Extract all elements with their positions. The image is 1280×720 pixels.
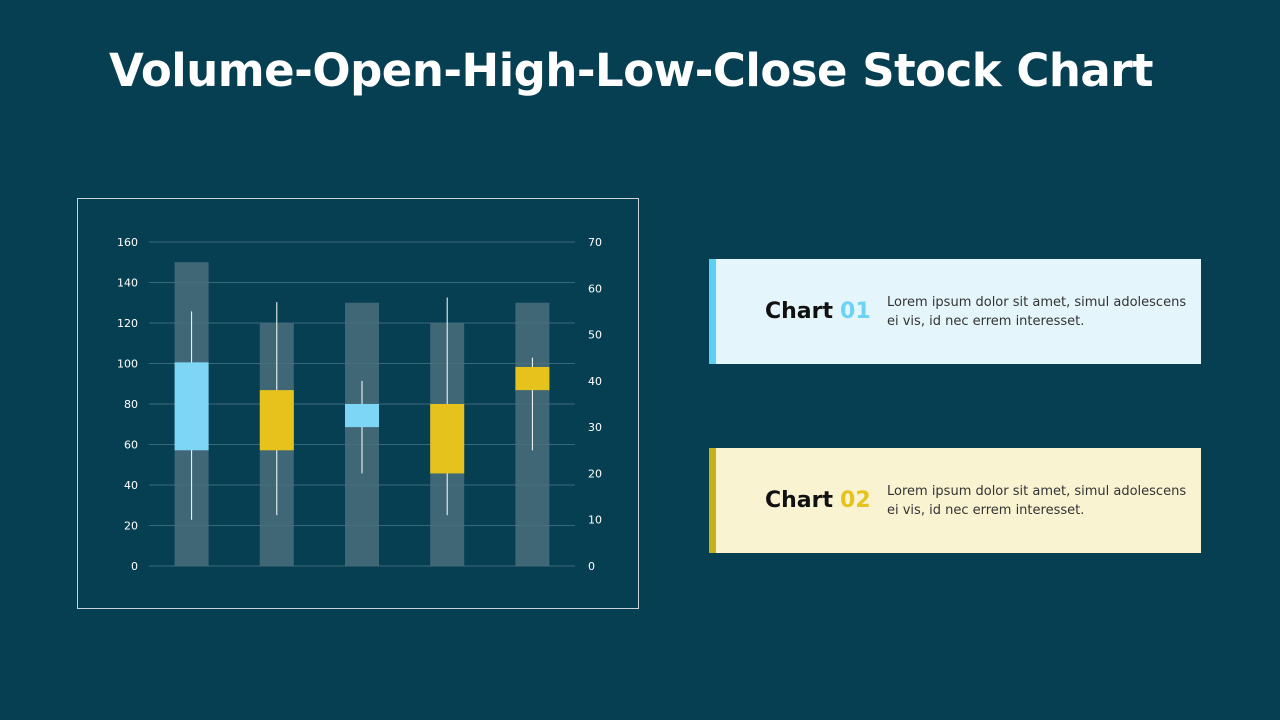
open-close-box: [174, 362, 209, 451]
y-left-tick-label: 140: [117, 277, 138, 290]
chart-01-card: Chart 01 Lorem ipsum dolor sit amet, sim…: [709, 259, 1201, 364]
y-left-tick-label: 100: [117, 358, 138, 371]
y-right-tick-label: 30: [588, 421, 602, 434]
page-title: Volume-Open-High-Low-Close Stock Chart: [109, 44, 1153, 97]
card-accent-bar: [709, 259, 716, 364]
card-heading-number: 01: [840, 299, 871, 324]
y-right-tick-label: 50: [588, 329, 602, 342]
chart-02-card: Chart 02 Lorem ipsum dolor sit amet, sim…: [709, 448, 1201, 553]
y-left-tick-label: 60: [124, 439, 138, 452]
open-close-box: [430, 404, 465, 474]
card-heading-label: Chart: [765, 488, 834, 513]
card-description: Lorem ipsum dolor sit amet, simul adoles…: [887, 483, 1187, 518]
open-close-box: [515, 366, 550, 391]
open-close-box: [259, 390, 294, 451]
y-right-tick-label: 20: [588, 467, 602, 480]
y-right-tick-label: 10: [588, 514, 602, 527]
y-right-tick-label: 40: [588, 375, 602, 388]
open-close-box: [345, 404, 379, 428]
y-left-tick-label: 40: [124, 479, 138, 492]
card-heading-label: Chart: [765, 299, 834, 324]
y-left-tick-label: 80: [124, 398, 138, 411]
card-heading: Chart 01: [765, 259, 871, 364]
y-left-tick-label: 0: [131, 560, 138, 573]
stock-chart: 0 20 40 60 80 100 120 140 160 0 10 20 30 40 50 60 70: [77, 198, 639, 609]
y-right-tick-label: 0: [588, 560, 595, 573]
card-heading-number: 02: [840, 488, 871, 513]
y-left-tick-label: 20: [124, 520, 138, 533]
stock-chart-plot: 0 20 40 60 80 100 120 140 160 0 10 20 30 40 50 60 70: [117, 236, 602, 573]
y-left-tick-label: 160: [117, 236, 138, 249]
y-right-tick-label: 60: [588, 282, 602, 295]
card-description: Lorem ipsum dolor sit amet, simul adoles…: [887, 294, 1187, 329]
y-left-tick-label: 120: [117, 317, 138, 330]
card-accent-bar: [709, 448, 716, 553]
y-right-tick-label: 70: [588, 236, 602, 249]
card-heading: Chart 02: [765, 448, 871, 553]
